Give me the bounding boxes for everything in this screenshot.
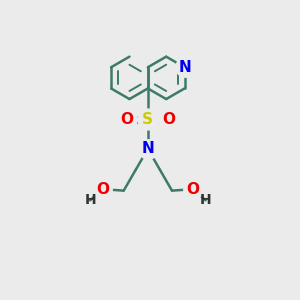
Text: O: O xyxy=(187,182,200,197)
Text: N: N xyxy=(142,141,154,156)
Text: O: O xyxy=(121,112,134,127)
Text: S: S xyxy=(142,112,153,127)
Text: H: H xyxy=(200,194,212,207)
Text: O: O xyxy=(162,112,175,127)
Text: O: O xyxy=(96,182,109,197)
Text: N: N xyxy=(178,60,191,75)
Text: H: H xyxy=(84,194,96,207)
